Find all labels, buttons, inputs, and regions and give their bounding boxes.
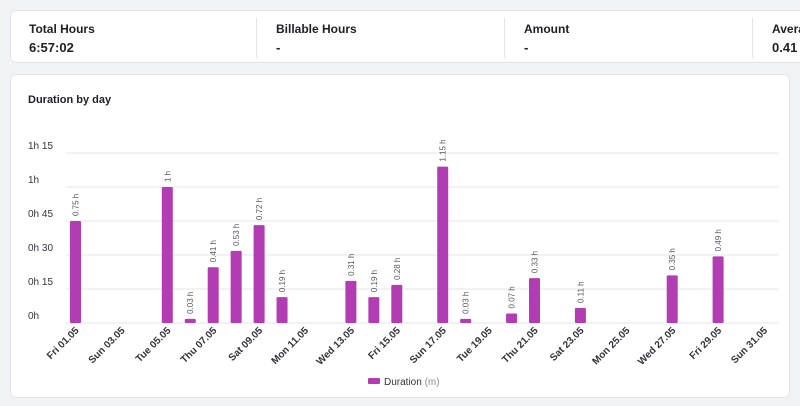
bar-data-label: 0.19 h [370, 270, 379, 292]
legend-label: Duration (m) [384, 377, 440, 388]
bar-data-label: 0.53 h [232, 224, 241, 246]
duration-bar[interactable] [184, 318, 196, 323]
legend-unit: (m) [425, 377, 440, 388]
duration-bar[interactable] [207, 267, 219, 323]
bar-data-label: 0.72 h [255, 198, 264, 220]
x-tick-label: Sun 31.05 [729, 325, 770, 366]
x-tick-label: Fri 01.05 [45, 325, 82, 362]
bar-data-label: 1 h [163, 171, 172, 182]
billable-hours-value: - [276, 40, 281, 55]
duration-bar[interactable] [529, 278, 540, 323]
stat-divider [504, 18, 505, 58]
x-tick-label: Tue 19.05 [455, 325, 495, 365]
bar-data-label: 0.31 h [347, 254, 356, 276]
x-tick-label: Wed 13.05 [315, 325, 358, 368]
duration-bar[interactable] [70, 221, 81, 323]
stat-divider [256, 18, 257, 58]
duration-bar[interactable] [276, 297, 288, 323]
gridlines: 0h 0h 15 0h 30 0h 45 1h 1h 15 [28, 141, 779, 324]
bar-data-label: 0.41 h [209, 240, 218, 262]
bar-data-label: 0.07 h [508, 286, 517, 308]
duration-bar[interactable] [712, 256, 724, 323]
duration-bar[interactable] [345, 280, 357, 323]
y-tick-label: 0h 45 [28, 209, 53, 220]
bar-data-label: 0.33 h [531, 251, 540, 273]
y-tick-label: 0h 15 [28, 277, 53, 288]
amount-label: Amount [524, 22, 570, 36]
y-tick-label: 0h [28, 311, 39, 322]
total-hours-value: 6:57:02 [29, 40, 74, 55]
duration-chart-card: Duration by day 0h 0h 15 0h 30 0h 45 1h 1h 15… [10, 74, 790, 398]
y-tick-label: 0h 30 [28, 243, 53, 254]
x-axis-labels: Fri 01.05 Sun 03.05 Tue 05.05 Thu 07.05 Sat … [45, 325, 770, 368]
summary-card: Total Hours 6:57:02 Billable Hours - Amo… [10, 10, 800, 63]
duration-bar[interactable] [368, 297, 380, 323]
y-tick-label: 1h 15 [28, 141, 53, 152]
duration-bar[interactable] [506, 313, 518, 323]
bar-data-label: 0.11 h [576, 281, 585, 303]
bar-data-label: 0.75 h [72, 194, 81, 216]
duration-bar-chart: 0h 0h 15 0h 30 0h 45 1h 1h 15 0.75 h 1 h 0.03 h… [28, 139, 779, 388]
legend-swatch [368, 378, 380, 384]
stat-divider [752, 18, 753, 58]
x-tick-label: Mon 11.05 [270, 325, 312, 367]
x-tick-label: Tue 05.05 [134, 325, 174, 365]
chart-title: Duration by day [28, 94, 112, 106]
bar-data-label: 0.35 h [668, 248, 677, 270]
duration-bar[interactable] [574, 308, 586, 323]
x-tick-label: Sat 09.05 [227, 325, 266, 364]
x-tick-label: Mon 25.05 [590, 325, 632, 367]
bar-data-label: 0.28 h [393, 258, 402, 280]
duration-bar[interactable] [391, 284, 403, 323]
bar-data-label: 0.19 h [278, 270, 287, 292]
y-tick-label: 1h [28, 175, 39, 186]
duration-bar[interactable] [161, 187, 173, 323]
x-tick-label: Fri 15.05 [366, 325, 403, 362]
total-hours-label: Total Hours [29, 22, 95, 36]
average-label: Avera [772, 22, 800, 36]
bar-data-label: 1.15 h [439, 139, 448, 161]
x-tick-label: Sun 03.05 [87, 325, 128, 366]
duration-bar[interactable] [666, 275, 678, 323]
x-tick-label: Fri 29.05 [688, 325, 725, 362]
average-value: 0.41 [772, 40, 798, 55]
duration-bar[interactable] [460, 318, 472, 323]
legend-series-name: Duration [384, 377, 422, 388]
billable-hours-label: Billable Hours [276, 22, 357, 36]
x-tick-label: Thu 21.05 [500, 325, 541, 366]
x-tick-label: Wed 27.05 [636, 325, 679, 368]
bar-data-label: 0.03 h [462, 292, 471, 314]
x-tick-label: Thu 07.05 [179, 325, 220, 366]
x-tick-label: Sat 23.05 [548, 325, 587, 364]
legend: Duration (m) [368, 377, 440, 388]
bar-data-label: 0.49 h [714, 229, 723, 251]
amount-value: - [524, 40, 529, 55]
x-tick-label: Sun 17.05 [408, 325, 449, 366]
bars: 0.75 h 1 h 0.03 h 0.41 h 0.53 h 0.72 h 0.19 h 0… [70, 139, 724, 323]
bar-data-label: 0.03 h [186, 292, 195, 314]
duration-bar[interactable] [230, 250, 242, 323]
duration-bar[interactable] [253, 225, 265, 323]
duration-bar[interactable] [437, 166, 449, 323]
